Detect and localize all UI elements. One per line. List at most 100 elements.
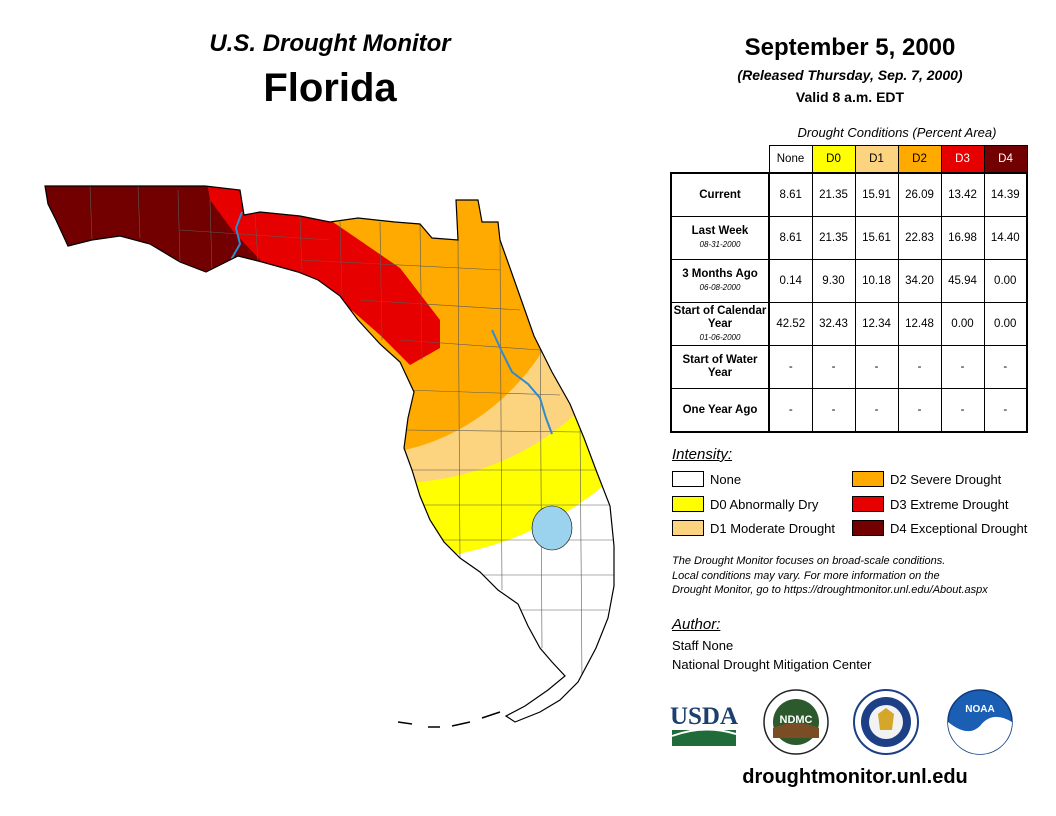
- table-cell: -: [811, 345, 856, 389]
- table-row: Start of Calendar Year 01-06-2000 42.52 32.…: [670, 302, 1028, 346]
- table-cell: 0.14: [768, 259, 813, 303]
- release-note: (Released Thursday, Sep. 7, 2000): [737, 67, 963, 83]
- lake-okeechobee: [531, 505, 573, 551]
- table-cell: -: [940, 388, 985, 433]
- disclaimer-line: Drought Monitor, go to https://droughtmo…: [672, 584, 988, 596]
- table-cell: 9.30: [811, 259, 856, 303]
- author-org: National Drought Mitigation Center: [672, 657, 872, 672]
- table-cell: 12.34: [854, 302, 899, 346]
- monitor-title: U.S. Drought Monitor: [209, 30, 451, 57]
- county-lines: [89, 186, 614, 681]
- footer-url[interactable]: droughtmonitor.unl.edu: [742, 766, 968, 788]
- table-cell: 14.39: [983, 172, 1028, 217]
- row-label-text: Start of Calendar Year: [673, 304, 767, 330]
- legend-swatch-d4: [852, 520, 884, 536]
- table-cell: 21.35: [811, 172, 856, 217]
- st-johns-river: [491, 329, 553, 435]
- table-row: Start of Water Year - - - - - -: [670, 345, 1028, 389]
- table-cell: -: [983, 388, 1028, 433]
- row-date: 06-08-2000: [699, 283, 741, 292]
- legend-label: D3 Extreme Drought: [890, 496, 1009, 512]
- table-cell: 8.61: [768, 216, 813, 260]
- intensity-heading: Intensity:: [672, 446, 733, 463]
- table-cell: -: [940, 345, 985, 389]
- florida-drought-map: [44, 185, 615, 728]
- row-label: Last Week 08-31-2000: [670, 216, 770, 260]
- author-heading: Author:: [672, 616, 721, 633]
- table-cell: 22.83: [897, 216, 942, 260]
- row-label-text: 3 Months Ago: [682, 268, 758, 280]
- row-label: One Year Ago: [670, 388, 770, 433]
- florida-keys: [397, 711, 501, 728]
- row-date: 08-31-2000: [699, 240, 741, 249]
- row-label: 3 Months Ago 06-08-2000: [670, 259, 770, 303]
- table-row: Current 8.61 21.35 15.91 26.09 13.42 14.39: [670, 172, 1028, 217]
- usda-logo-text: USDA: [670, 703, 738, 730]
- legend-swatch-none: [672, 471, 704, 487]
- col-header-d3: D3: [940, 145, 985, 174]
- usda-logo: USDA: [670, 703, 738, 746]
- table-cell: 15.91: [854, 172, 899, 217]
- table-row: 3 Months Ago 06-08-2000 0.14 9.30 10.18 34.20…: [670, 259, 1028, 303]
- table-cell: 0.00: [983, 259, 1028, 303]
- legend-item-none: None: [672, 471, 741, 487]
- table-body: Current 8.61 21.35 15.91 26.09 13.42 14.39 Last…: [670, 172, 1028, 433]
- legend-label: D1 Moderate Drought: [710, 520, 836, 536]
- table-row: One Year Ago - - - - - -: [670, 388, 1028, 433]
- col-header-d1: D1: [854, 145, 899, 174]
- legend-swatch-d0: [672, 496, 704, 512]
- col-header-d4: D4: [983, 145, 1028, 174]
- row-label-text: Current: [699, 188, 741, 201]
- disclaimer: The Drought Monitor focuses on broad-sca…: [672, 554, 1042, 598]
- col-header-d2: D2: [897, 145, 942, 174]
- table-cell: 14.40: [983, 216, 1028, 260]
- table-cell: -: [854, 345, 899, 389]
- row-label-text: One Year Ago: [682, 403, 758, 416]
- legend-label: D0 Abnormally Dry: [710, 496, 819, 512]
- row-label-text: Last Week: [691, 225, 749, 237]
- ndmc-logo-text: NDMC: [780, 714, 813, 726]
- valid-time: Valid 8 a.m. EDT: [795, 89, 905, 105]
- legend-swatch-d3: [852, 496, 884, 512]
- col-header-d0: D0: [811, 145, 856, 174]
- row-label-text: Start of Water Year: [682, 354, 758, 379]
- table-cell: -: [768, 345, 813, 389]
- legend-item-d3: D3 Extreme Drought: [852, 496, 1009, 512]
- table-cell: 0.00: [983, 302, 1028, 346]
- table-cell: -: [897, 345, 942, 389]
- drought-intensity-areas: [45, 186, 614, 681]
- noaa-logo-text: NOAA: [965, 704, 994, 715]
- table-cell: -: [897, 388, 942, 433]
- row-label: Start of Calendar Year 01-06-2000: [670, 302, 770, 346]
- table-cell: 0.00: [940, 302, 985, 346]
- legend-label: D2 Severe Drought: [890, 471, 1002, 487]
- author-name: Staff None: [672, 638, 734, 653]
- table-cell: -: [983, 345, 1028, 389]
- table-cell: 42.52: [768, 302, 813, 346]
- table-cell: -: [768, 388, 813, 433]
- table-cell: 21.35: [811, 216, 856, 260]
- table-cell: 26.09: [897, 172, 942, 217]
- state-title: Florida: [263, 66, 397, 110]
- row-label: Start of Water Year: [670, 345, 770, 389]
- commerce-seal-logo: [853, 689, 919, 755]
- drought-stats-table: None D0 D1 D2 D3 D4 Current 8.61 21.35 15.9…: [670, 145, 1028, 433]
- noaa-logo: NOAA: [947, 689, 1013, 755]
- row-label: Current: [670, 172, 770, 217]
- disclaimer-line: Local conditions may vary. For more info…: [672, 569, 940, 582]
- table-cell: 16.98: [940, 216, 985, 260]
- legend-swatch-d2: [852, 471, 884, 487]
- table-caption: Drought Conditions (Percent Area): [797, 125, 997, 140]
- legend-label: None: [710, 471, 742, 487]
- col-header-none: None: [768, 145, 813, 174]
- disclaimer-line: The Drought Monitor focuses on broad-sca…: [672, 555, 946, 567]
- table-cell: 45.94: [940, 259, 985, 303]
- legend-item-d0: D0 Abnormally Dry: [672, 496, 818, 512]
- table-cell: -: [811, 388, 856, 433]
- legend-label: D4 Exceptional Drought: [890, 520, 1028, 536]
- legend-item-d2: D2 Severe Drought: [852, 471, 1001, 487]
- table-cell: 15.61: [854, 216, 899, 260]
- table-cell: 13.42: [940, 172, 985, 217]
- table-row: Last Week 08-31-2000 8.61 21.35 15.61 22.83 16…: [670, 216, 1028, 260]
- legend-item-d4: D4 Exceptional Drought: [852, 520, 1027, 536]
